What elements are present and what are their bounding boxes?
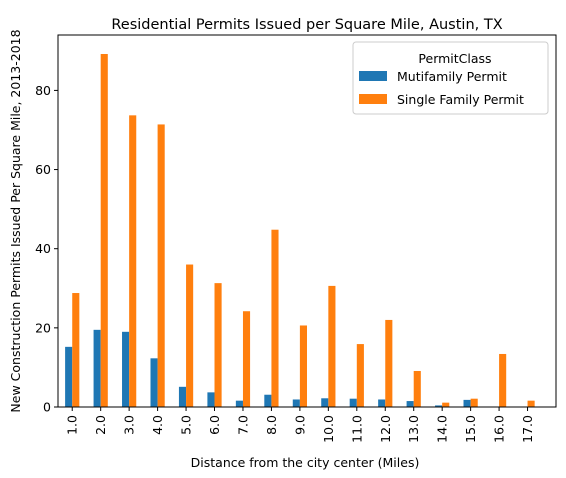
bar-single-family-9.0: [299, 325, 307, 407]
bar-multifamily-8.0: [264, 394, 272, 407]
x-tick-label-6.0: 6.0: [207, 415, 222, 435]
legend: PermitClass Mutifamily Permit Single Fam…: [352, 41, 549, 115]
x-tick-label-11.0: 11.0: [349, 415, 364, 443]
bar-multifamily-14.0: [435, 405, 443, 407]
bar-single-family-17.0: [527, 400, 535, 407]
legend-label-single-family: Single Family Permit: [397, 92, 524, 107]
bar-multifamily-2.0: [93, 329, 101, 407]
bar-multifamily-15.0: [463, 399, 471, 407]
legend-box: [352, 41, 549, 115]
x-tick-label-9.0: 9.0: [292, 415, 307, 435]
x-tick-label-10.0: 10.0: [321, 415, 336, 443]
bar-multifamily-7.0: [235, 400, 243, 407]
bar-single-family-13.0: [413, 370, 421, 407]
bar-multifamily-9.0: [292, 399, 300, 407]
y-tick-label-0: 0: [43, 400, 51, 415]
bar-single-family-15.0: [470, 398, 478, 407]
bar-multifamily-10.0: [321, 398, 329, 407]
bar-single-family-6.0: [214, 283, 222, 407]
bar-multifamily-4.0: [150, 358, 158, 407]
bar-single-family-5.0: [186, 264, 194, 407]
bar-single-family-4.0: [157, 124, 165, 407]
y-tick-label-40: 40: [35, 241, 51, 256]
y-axis-label: New Construction Permits Issued Per Squa…: [8, 29, 23, 412]
bar-multifamily-11.0: [349, 398, 357, 407]
x-tick-label-16.0: 16.0: [492, 415, 507, 443]
legend-swatch-single-family: [359, 94, 387, 104]
x-tick-label-15.0: 15.0: [463, 415, 478, 443]
bar-multifamily-12.0: [378, 399, 386, 407]
legend-swatch-multifamily: [359, 71, 387, 81]
y-tick-label-80: 80: [35, 83, 51, 98]
x-tick-label-13.0: 13.0: [406, 415, 421, 443]
bar-multifamily-13.0: [406, 401, 414, 407]
chart-title: Residential Permits Issued per Square Mi…: [111, 17, 502, 33]
bar-single-family-8.0: [271, 229, 279, 407]
x-tick-label-12.0: 12.0: [378, 415, 393, 443]
bar-multifamily-3.0: [122, 331, 130, 407]
x-tick-label-4.0: 4.0: [150, 415, 165, 435]
bar-single-family-2.0: [100, 54, 108, 407]
x-tick-label-17.0: 17.0: [520, 415, 535, 443]
bar-multifamily-6.0: [207, 392, 215, 407]
x-tick-label-14.0: 14.0: [435, 415, 450, 443]
bar-single-family-12.0: [385, 319, 393, 407]
x-tick-label-1.0: 1.0: [65, 415, 80, 435]
legend-label-multifamily: Mutifamily Permit: [397, 69, 507, 84]
bar-multifamily-5.0: [178, 386, 187, 407]
x-tick-label-8.0: 8.0: [264, 415, 279, 435]
bar-single-family-1.0: [72, 293, 80, 407]
y-tick-label-60: 60: [35, 162, 51, 177]
x-tick-label-7.0: 7.0: [235, 415, 250, 435]
plot-frame: [57, 34, 557, 408]
bar-single-family-14.0: [442, 402, 450, 407]
x-tick-label-3.0: 3.0: [122, 415, 137, 435]
bar-single-family-3.0: [129, 115, 137, 407]
x-axis-label: Distance from the city center (Miles): [191, 455, 420, 470]
y-tick-label-20: 20: [35, 320, 51, 335]
bar-single-family-16.0: [499, 353, 507, 407]
x-tick-label-2.0: 2.0: [93, 415, 108, 435]
bar-single-family-7.0: [242, 311, 251, 407]
x-tick-label-5.0: 5.0: [179, 415, 194, 435]
legend-title: PermitClass: [418, 51, 491, 66]
bar-single-family-10.0: [328, 285, 336, 407]
bar-single-family-11.0: [356, 344, 364, 407]
bar-multifamily-1.0: [65, 346, 73, 407]
